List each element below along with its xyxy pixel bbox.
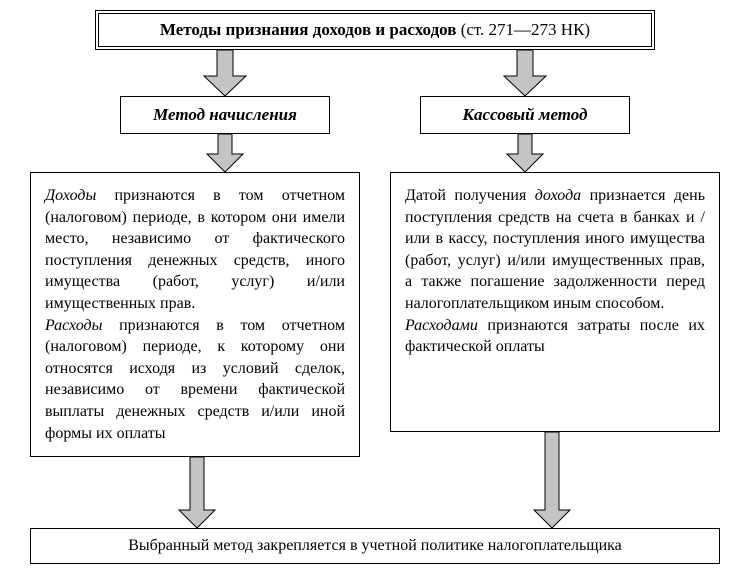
desc-right-p2: Расходами признаются затраты после их фа…: [405, 315, 705, 358]
title-rest: (ст. 271—273 НК): [456, 20, 590, 39]
method-left-label: Метод начисления: [153, 105, 297, 125]
arrow-right-desc-to-footer: [530, 432, 574, 528]
footer-box: Выбранный метод закрепляется в учетной п…: [30, 528, 720, 564]
method-right-label: Кассовый метод: [463, 105, 588, 125]
desc-right-p1a: Датой получения: [405, 187, 535, 204]
title-text: Методы признания доходов и расходов (ст.…: [160, 20, 590, 40]
desc-right-p1-em: дохода: [535, 187, 581, 204]
desc-left-p2: Расходы признаются в том отчетном (налог…: [45, 315, 345, 445]
desc-right-p2-em: Расходами: [405, 317, 478, 334]
arrow-left-method-to-desc: [203, 134, 247, 172]
arrow-left-desc-to-footer: [175, 457, 219, 528]
desc-right-p1: Датой получения дохода признается день п…: [405, 185, 705, 315]
arrow-right-method-to-desc: [503, 134, 547, 172]
desc-left-p2-em: Расходы: [45, 317, 102, 334]
desc-left-box: Доходы признаются в том отчетном (налого…: [30, 172, 360, 457]
desc-right-p1b: признается день поступления средств на с…: [405, 187, 705, 312]
desc-left-p1-em: Доходы: [45, 187, 96, 204]
arrow-title-to-right: [500, 50, 550, 96]
method-left-box: Метод начисления: [120, 96, 330, 134]
method-right-box: Кассовый метод: [420, 96, 630, 134]
arrow-title-to-left: [200, 50, 250, 96]
title-box: Методы признания доходов и расходов (ст.…: [95, 10, 655, 50]
desc-left-p1: Доходы признаются в том отчетном (налого…: [45, 185, 345, 315]
desc-left-p2-txt: признаются в том отчетном (налоговом) пе…: [45, 317, 345, 442]
footer-text: Выбранный метод закрепляется в учетной п…: [128, 537, 622, 555]
desc-left-p1-txt: признаются в том отчетном (налоговом) пе…: [45, 187, 345, 312]
title-bold: Методы признания доходов и расходов: [160, 20, 457, 39]
desc-right-box: Датой получения дохода признается день п…: [390, 172, 720, 432]
